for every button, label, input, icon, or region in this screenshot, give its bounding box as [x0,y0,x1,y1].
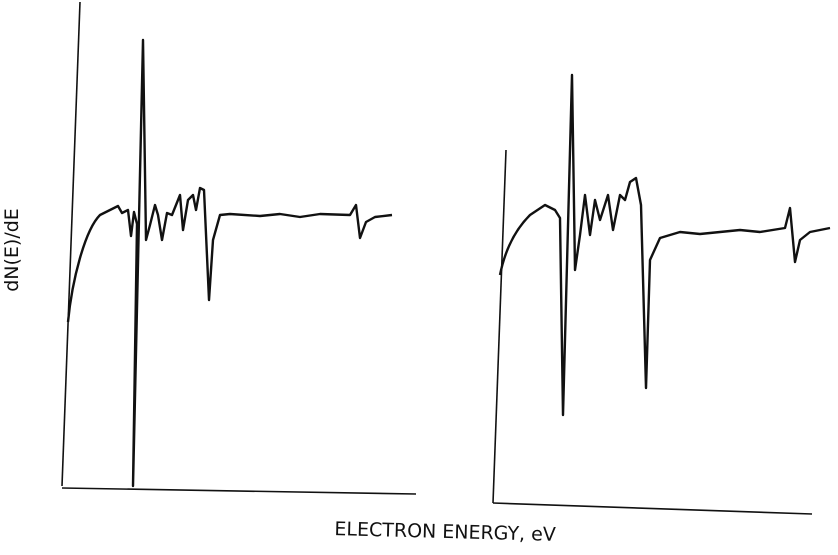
x-axis [492,502,813,515]
x-axis-label: ELECTRON ENERGY, eV [334,518,556,546]
y-axis [61,1,81,487]
spectrum-curve [66,38,393,488]
spectrum-curve [498,73,831,417]
y-axis [492,149,507,504]
y-axis-label: dN(E)/dE [1,208,23,292]
x-axis [61,487,417,495]
